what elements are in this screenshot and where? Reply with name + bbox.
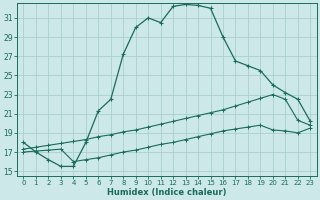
X-axis label: Humidex (Indice chaleur): Humidex (Indice chaleur) bbox=[107, 188, 227, 197]
